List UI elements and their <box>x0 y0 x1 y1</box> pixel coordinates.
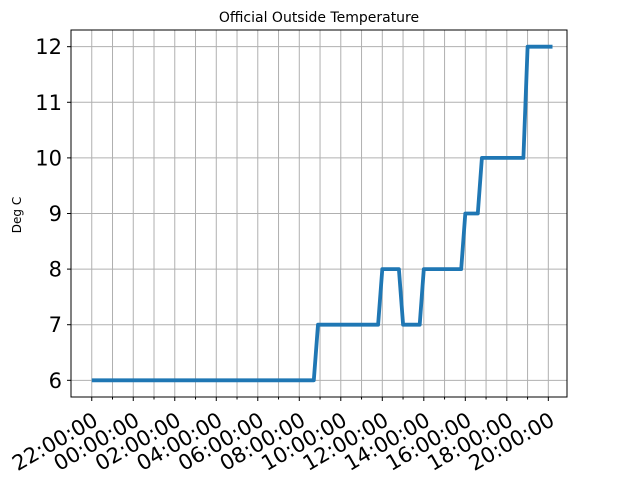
y-tick-label: 10 <box>35 146 62 170</box>
y-axis-label: Deg C <box>10 197 24 233</box>
y-tick-label: 8 <box>49 258 62 282</box>
series-layer <box>91 44 553 383</box>
y-tick-label: 7 <box>49 313 62 337</box>
y-tick-label: 6 <box>49 369 62 393</box>
tick-layer: 678910111222:00:0000:00:0002:00:0004:00:… <box>8 35 558 475</box>
y-tick-label: 9 <box>49 202 62 226</box>
temperature-series-line <box>91 44 553 383</box>
grid-lines <box>71 30 567 397</box>
y-tick-label: 11 <box>35 91 62 115</box>
chart-title: Official Outside Temperature <box>219 10 419 26</box>
y-tick-label: 12 <box>35 35 62 59</box>
